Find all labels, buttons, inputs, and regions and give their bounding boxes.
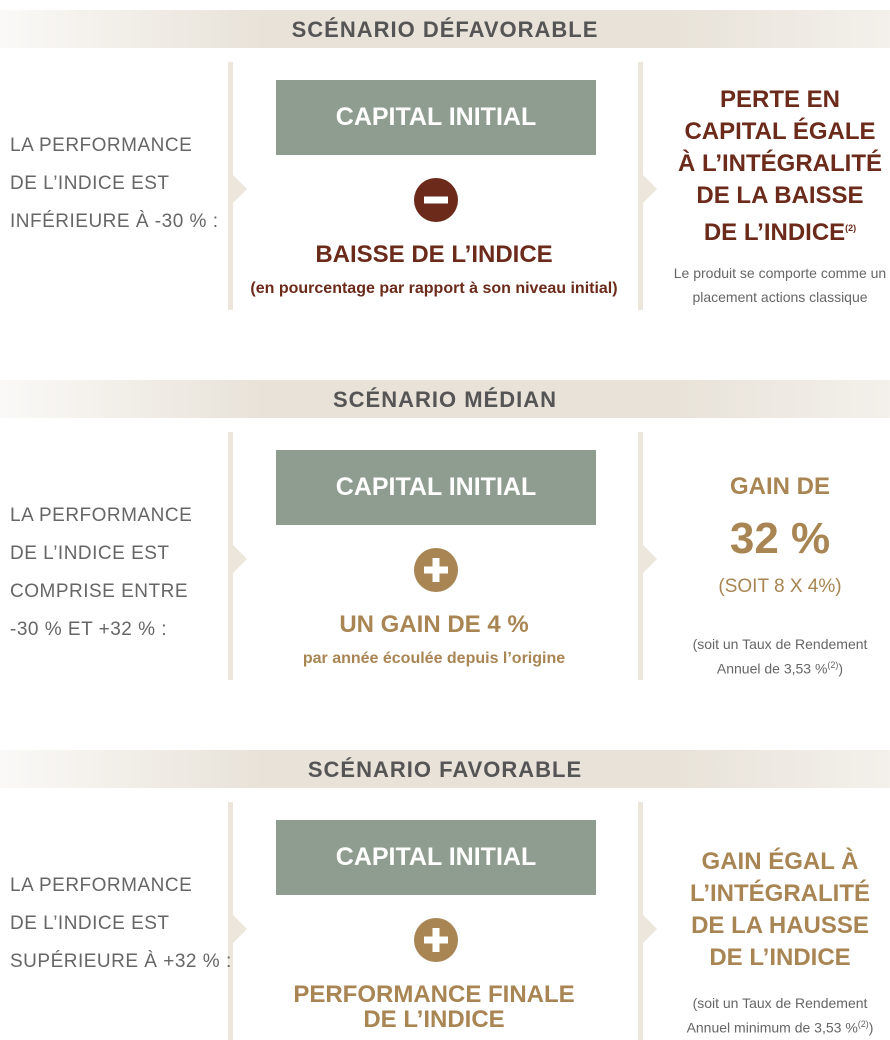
condition-line: SUPÉRIEURE À +32 % : (10, 951, 232, 972)
divider (638, 802, 657, 1040)
result-line: DE LA BAISSE (696, 182, 864, 209)
capital-box: CAPITAL INITIAL (276, 80, 596, 155)
effect-label: PERFORMANCE FINALE (293, 981, 575, 1008)
result-big: 32 % (729, 514, 831, 563)
superscript: (2) (845, 223, 857, 233)
condition-line: COMPRISE ENTRE (10, 581, 189, 602)
condition-line: DE L’INDICE EST (10, 543, 170, 564)
result-line: DE L’INDICE (709, 944, 851, 971)
condition-line: INFÉRIEURE À -30 % : (10, 211, 219, 232)
note-close: ) (868, 1019, 874, 1036)
superscript: (2) (827, 660, 839, 670)
note-line: (soit un Taux de Rendement (692, 995, 868, 1011)
divider (228, 802, 247, 1040)
sign-stroke (424, 196, 448, 204)
scenario-header: SCÉNARIO MÉDIAN (0, 380, 890, 418)
dividers (228, 802, 657, 1040)
condition-line: DE L’INDICE EST (10, 913, 170, 934)
effect-detail: (en pourcentage par rapport à son niveau… (250, 280, 618, 297)
note-line: placement actions classique (692, 289, 868, 305)
divider (638, 62, 657, 310)
dividers (228, 62, 657, 310)
scenario-header: SCÉNARIO DÉFAVORABLE (0, 10, 890, 48)
condition-line: LA PERFORMANCE (10, 505, 193, 526)
result-line: GAIN DE (729, 473, 830, 500)
sign-stroke (432, 558, 440, 582)
condition-line: LA PERFORMANCE (10, 135, 193, 156)
scenario-header: SCÉNARIO FAVORABLE (0, 750, 890, 788)
note-line: (soit un Taux de Rendement (692, 636, 868, 652)
result-line: CAPITAL ÉGALE (684, 118, 876, 145)
note-line: Le produit se comporte comme un (673, 265, 887, 281)
note-line: Annuel de 3,53 %(2)) (716, 660, 844, 677)
effect-label: DE L’INDICE (363, 1006, 505, 1033)
capital-box: CAPITAL INITIAL (276, 820, 596, 895)
sign-stroke (432, 928, 440, 952)
condition-line: DE L’INDICE EST (10, 173, 170, 194)
note-line: Annuel minimum de 3,53 %(2)) (686, 1019, 874, 1036)
result-line: L’INTÉGRALITÉ (690, 880, 870, 907)
dividers (228, 432, 657, 680)
note-close: ) (838, 660, 844, 677)
result-line: DE LA HAUSSE (691, 912, 869, 939)
result-line: PERTE EN (719, 86, 841, 113)
result-line: DE L’INDICE(2) (703, 219, 857, 246)
effect-label: BAISSE DE L’INDICE (315, 241, 553, 268)
effect-label: UN GAIN DE 4 % (339, 611, 529, 638)
condition-line: LA PERFORMANCE (10, 875, 193, 896)
scenario-title: SCÉNARIO DÉFAVORABLE (291, 17, 599, 42)
scenario-title: SCÉNARIO MÉDIAN (332, 387, 557, 412)
result-line: À L’INTÉGRALITÉ (678, 150, 882, 177)
scenario-title: SCÉNARIO FAVORABLE (307, 757, 583, 782)
condition-line: -30 % ET +32 % : (10, 619, 168, 640)
divider (638, 432, 657, 680)
divider (228, 432, 247, 680)
divider (228, 62, 247, 310)
effect-detail: par année écoulée depuis l’origine (302, 650, 566, 667)
capital-box: CAPITAL INITIAL (276, 450, 596, 525)
result-line: GAIN ÉGAL À (701, 848, 859, 875)
result-sub: (SOIT 8 X 4%) (718, 576, 842, 597)
superscript: (2) (857, 1019, 869, 1029)
